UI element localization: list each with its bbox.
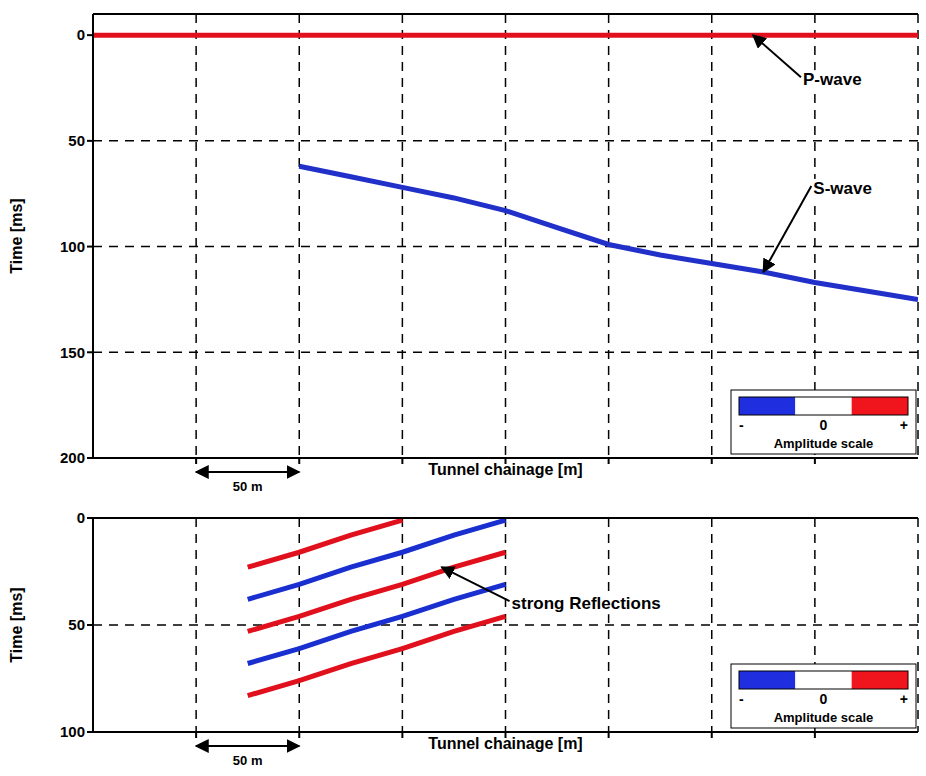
svg-text:0: 0 — [820, 691, 828, 707]
svg-text:0: 0 — [77, 26, 85, 43]
svg-text:50 m: 50 m — [233, 753, 263, 768]
svg-text:0: 0 — [820, 417, 828, 433]
svg-text:Amplitude scale: Amplitude scale — [774, 710, 874, 725]
svg-text:0: 0 — [77, 509, 85, 526]
svg-text:100: 100 — [60, 723, 85, 740]
svg-text:200: 200 — [60, 449, 85, 466]
svg-text:-: - — [739, 691, 744, 707]
svg-text:Time [ms]: Time [ms] — [8, 198, 25, 273]
svg-text:50: 50 — [68, 132, 85, 149]
svg-text:Tunnel chainage [m]: Tunnel chainage [m] — [428, 461, 582, 478]
svg-text:strong Reflections: strong Reflections — [512, 594, 661, 613]
svg-text:P-wave: P-wave — [803, 70, 862, 89]
svg-text:-: - — [739, 417, 744, 433]
svg-text:Amplitude scale: Amplitude scale — [774, 436, 874, 451]
svg-text:S-wave: S-wave — [813, 179, 872, 198]
svg-text:+: + — [900, 417, 908, 433]
svg-text:Tunnel chainage [m]: Tunnel chainage [m] — [428, 735, 582, 752]
svg-text:50: 50 — [68, 616, 85, 633]
svg-text:100: 100 — [60, 238, 85, 255]
svg-text:50 m: 50 m — [233, 479, 263, 494]
svg-text:150: 150 — [60, 344, 85, 361]
svg-text:Time [ms]: Time [ms] — [8, 587, 25, 662]
svg-text:+: + — [900, 691, 908, 707]
